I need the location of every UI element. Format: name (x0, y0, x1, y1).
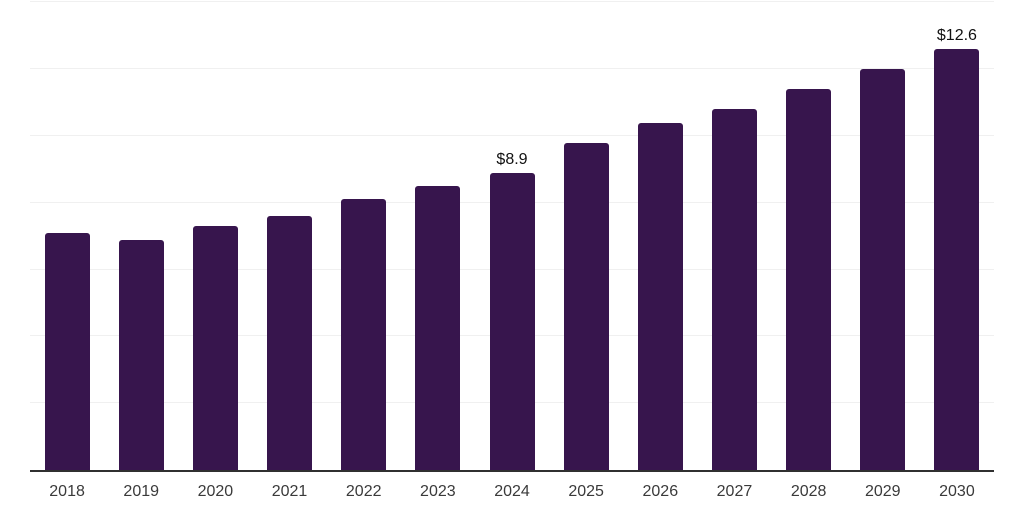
x-tick-label-2022: 2022 (345, 483, 382, 500)
x-tick-label-2028: 2028 (790, 483, 827, 500)
bar-2026 (637, 122, 683, 470)
bar-2020 (192, 226, 238, 470)
gridline (30, 1, 994, 3)
x-tick-label-2023: 2023 (420, 483, 456, 500)
x-tick-label-2025: 2025 (568, 483, 604, 500)
x-tick-label-2018: 2018 (49, 483, 85, 500)
x-tick-label-2020: 2020 (197, 483, 234, 500)
x-tick-label-2021: 2021 (271, 483, 308, 500)
x-tick-label-2030: 2030 (939, 483, 975, 500)
bar-2021 (267, 216, 313, 470)
x-tick-label-2019: 2019 (123, 483, 160, 500)
x-tick-label-2027: 2027 (716, 483, 753, 500)
gridline (30, 68, 994, 70)
bar-2030 (934, 49, 980, 470)
bar-2027 (711, 109, 757, 470)
bar-2023 (415, 186, 461, 470)
x-tick-label-2029: 2029 (864, 483, 901, 500)
x-tick-label-2024: 2024 (494, 483, 530, 500)
bar-value-label-2024: $8.9 (496, 150, 528, 168)
bar-2025 (563, 142, 609, 470)
bar-2019 (118, 239, 164, 470)
bar-2029 (860, 69, 906, 470)
x-tick-label-2026: 2026 (642, 483, 679, 500)
x-axis: 2018 2019 2020 2021 2022 2023 2024 2025 2026 2027… (30, 483, 994, 507)
bar-2028 (786, 89, 832, 470)
bar-2024 (489, 172, 535, 470)
bar-value-label-2030: $12.6 (936, 27, 977, 45)
bar-2022 (341, 199, 387, 470)
bar-2018 (44, 232, 90, 470)
plot-area: $8.9 $12.6 (30, 0, 994, 472)
gridline (30, 135, 994, 136)
